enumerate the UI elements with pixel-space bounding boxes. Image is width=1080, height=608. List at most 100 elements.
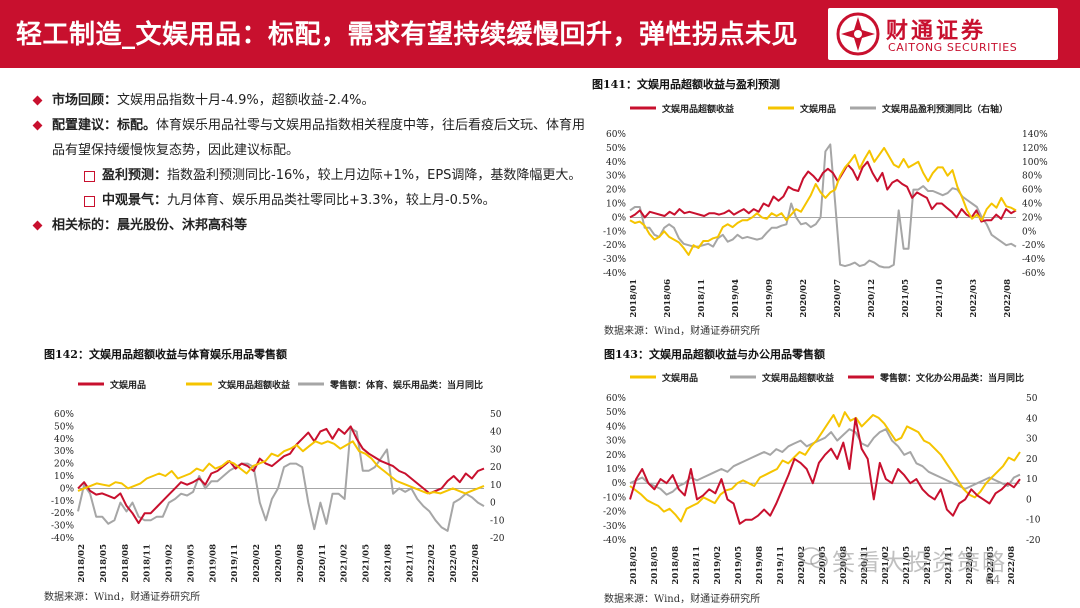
x-tick-label: 2021/05 [902,546,912,585]
y-right-tick-label: 20 [1026,455,1038,465]
y-left-tick-label: 0% [60,484,75,494]
y-right-tick-label: 40% [1022,200,1042,210]
x-tick-label: 2021/10 [935,279,945,318]
x-tick-label: 2021/02 [340,544,350,583]
y-right-tick-label: -10 [490,516,505,526]
series-line [77,425,485,525]
figure-143-chart: 文娱用品 文娱用品超额收益 零售额：文化办公用品类：当月同比 60% 50% 40% 30%… [603,372,1041,585]
legend-label: 文娱用品盈利预测同比（右轴） [881,103,1008,115]
y-left-tick-label: 60% [606,394,626,404]
y-left-tick-label: 40% [606,158,626,168]
y-left-tick-label: -20% [603,508,626,518]
x-tick-label: 2022/02 [965,546,975,585]
y-right-tick-label: 0 [1026,495,1032,505]
x-tick-label: 2021/08 [923,546,933,585]
x-tick-label: 2019/09 [765,279,775,318]
x-tick-label: 2020/08 [839,546,849,585]
y-right-tick-label: -60% [1022,269,1045,279]
x-tick-label: 2019/11 [776,546,786,585]
y-left-tick-label: 30% [606,437,626,447]
y-right-tick-label: 40 [490,428,502,438]
x-tick-label: 2020/08 [296,544,306,583]
x-tick-label: 2021/11 [944,546,954,585]
x-tick-label: 2022/05 [449,544,459,583]
x-tick-label: 2019/08 [208,544,218,583]
x-tick-label: 2020/05 [818,546,828,585]
y-right-tick-label: 60% [1022,186,1042,196]
y-left-tick-label: 40% [606,422,626,432]
series-line [629,411,1021,523]
bullet-text: 文娱用品指数十月-4.9%，超额收益-2.4%。 [117,93,375,108]
y-right-tick-label: 40 [1026,414,1038,424]
x-tick-label: 2019/05 [186,544,196,583]
x-tick-label: 2018/11 [143,544,153,583]
y-right-tick-label: 10 [490,481,502,491]
x-tick-label: 2022/02 [427,544,437,583]
y-left-tick-label: 10% [606,465,626,475]
y-right-tick-label: -20 [490,534,505,544]
bullet-label: 配置建议：标配。 [52,118,157,133]
bullet-label: 盈利预测： [102,168,168,183]
y-left-tick-label: 50% [54,422,74,432]
series-line [629,160,1017,223]
series-line [77,440,485,495]
legend-label: 文娱用品超额收益 [661,103,734,115]
bullet-earnings-forecast: 盈利预测：指数盈利预测同比-16%，较上月边际+1%，EPS调降，基数降幅更大。 [32,163,592,188]
legend-label: 零售额：体育、娱乐用品类：当月同比 [329,379,483,391]
y-left-tick-label: -10% [603,227,626,237]
x-tick-label: 2020/02 [799,279,809,318]
bullet-meso-outlook: 中观景气：九月体育、娱乐用品类社零同比+3.3%，较上月-0.5%。 [32,188,592,213]
y-right-tick-label: -10 [1026,516,1041,526]
y-right-tick-label: 50 [1026,394,1038,404]
x-tick-label: 2018/11 [692,546,702,585]
wechat-icon [800,547,828,569]
bullet-label: 相关标的：晨光股份、沐邦高科等 [52,218,248,233]
y-left-tick-label: -30% [51,522,74,532]
legend-label: 文娱用品 [799,103,836,115]
figure-142-source: 数据来源：Wind，财通证券研究所 [44,592,201,603]
y-right-tick-label: 10 [1026,475,1038,485]
series-line [77,427,485,532]
x-tick-label: 2020/02 [797,546,807,585]
y-right-tick-label: -40% [1022,255,1045,265]
y-right-tick-label: 0 [490,499,496,509]
watermark-text: 笑看大投资策略 [832,550,1007,576]
x-tick-label: 2021/11 [405,544,415,583]
x-tick-label: 2022/03 [969,279,979,318]
y-left-tick-label: -40% [51,534,74,544]
x-tick-label: 2018/06 [663,279,673,318]
x-tick-label: 2021/02 [881,546,891,585]
y-left-tick-label: -30% [603,255,626,265]
y-right-tick-label: 120% [1022,144,1048,154]
y-left-tick-label: 30% [54,447,74,457]
brand-logo-box: 财通证券 CAITONG SECURITIES [828,8,1058,60]
series-line [629,417,1021,525]
bullet-related-stocks: 相关标的：晨光股份、沐邦高科等 [32,213,592,238]
x-tick-label: 2019/05 [734,546,744,585]
series-line [629,428,1021,496]
x-tick-label: 2018/02 [629,546,639,585]
y-left-tick-label: 20% [54,460,74,470]
y-right-tick-label: 20 [490,463,502,473]
x-tick-label: 2020/11 [860,546,870,585]
x-tick-label: 2018/01 [629,279,639,318]
brand-name-cn: 财通证券 [886,19,987,44]
y-left-tick-label: 0% [612,213,627,223]
page-number: 64 [985,573,1001,587]
x-tick-label: 2021/05 [362,544,372,583]
brand-name-en: CAITONG SECURITIES [888,41,1018,54]
x-tick-label: 2020/12 [867,279,877,318]
y-left-tick-label: 30% [606,172,626,182]
x-tick-label: 2020/02 [252,544,262,583]
y-left-tick-label: -20% [603,241,626,251]
figure-141-title: 图141：文娱用品超额收益与盈利预测 [592,78,780,91]
figure-141-chart: 文娱用品超额收益 文娱用品 文娱用品盈利预测同比（右轴） 60% 50% 40% 30% 20… [603,103,1048,318]
y-left-tick-label: 60% [54,410,74,420]
x-tick-label: 2022/08 [471,544,481,583]
x-tick-label: 2020/11 [318,544,328,583]
y-right-tick-label: 140% [1022,130,1048,140]
figure-143-title: 图143：文娱用品超额收益与办公用品零售额 [604,348,825,361]
y-left-tick-label: -20% [51,509,74,519]
bullet-allocation: 配置建议：标配。体育娱乐用品社零与文娱用品指数相关程度中等，往后看疫后文玩、体育… [32,113,592,163]
y-left-tick-label: 20% [606,186,626,196]
